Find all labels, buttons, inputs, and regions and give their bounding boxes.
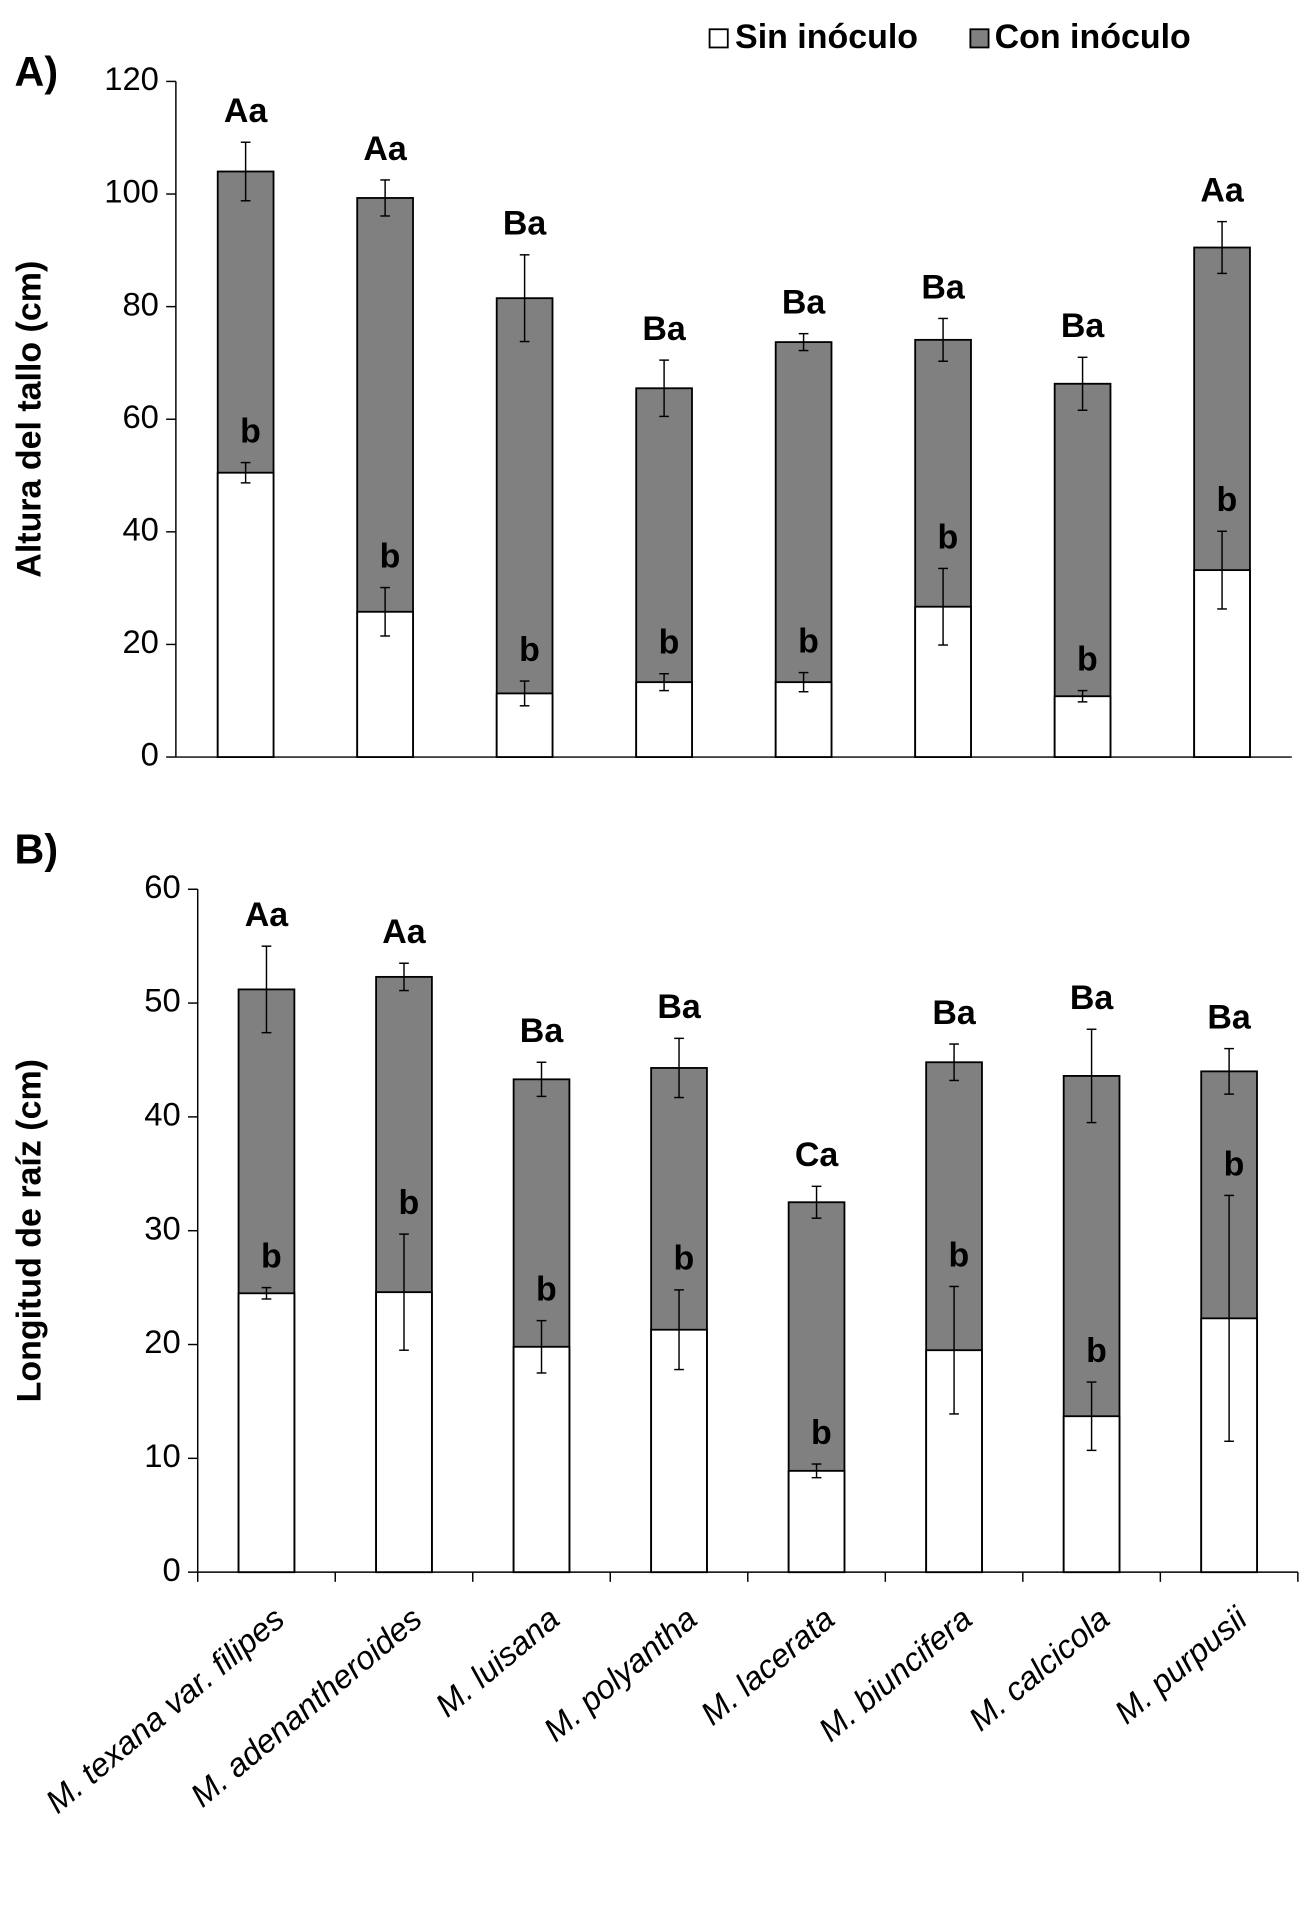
significance-letter: b [536,1270,557,1308]
significance-letter: Ba [520,1012,565,1050]
y-tick-label: 120 [104,60,159,97]
significance-letter: Ba [921,268,966,306]
significance-letter: b [1217,481,1238,519]
y-tick-label: 60 [144,868,180,905]
significance-letter: Ba [1070,979,1115,1017]
x-tick-label: M. purpusii [1107,1598,1255,1730]
legend-swatch [708,28,729,49]
y-tick-label: 50 [144,982,180,1019]
significance-letter: b [1086,1332,1107,1370]
significance-letter: Aa [363,130,408,168]
x-tick-label: M. polyantha [536,1599,703,1748]
significance-letter: b [938,518,959,556]
significance-letter: Ba [642,310,687,348]
significance-letter: Ba [657,988,702,1026]
significance-letter: b [240,412,261,450]
significance-letter: b [811,1414,832,1452]
significance-letter: b [398,1184,419,1222]
significance-letter: b [519,631,540,669]
significance-letter: Ba [1061,307,1106,345]
significance-letter: b [1224,1145,1245,1183]
x-tick-label: M. biuncifera [811,1599,978,1748]
significance-letter: Aa [382,913,427,951]
bar [1053,695,1112,758]
significance-letter: b [674,1240,695,1278]
legend-swatch [969,28,990,49]
y-axis-title: Altura del tallo (cm) [11,261,49,578]
significance-letter: b [798,622,819,660]
y-tick-label: 30 [144,1209,180,1246]
significance-letter: b [380,537,401,575]
significance-letter: Ca [795,1136,840,1174]
legend-label: Con inóculo [995,18,1191,56]
y-axis-title: Longitud de raíz (cm) [11,1059,49,1402]
panel-label: A) [15,49,59,95]
x-tick-label: M. adenantheroides [183,1599,429,1813]
significance-letter: b [949,1236,970,1274]
bar [1193,569,1251,758]
bar [774,681,833,758]
significance-letter: Ba [932,994,977,1032]
bar [787,1469,846,1574]
significance-letter: Ba [1207,998,1252,1036]
bar [512,1345,571,1574]
y-tick-label: 40 [122,510,158,547]
significance-letter: Ba [503,205,548,243]
significance-letter: Aa [245,896,290,934]
y-tick-label: 0 [141,736,159,773]
legend-label: Sin inóculo [735,18,918,56]
bar [237,1292,296,1574]
significance-letter: Ba [782,284,827,322]
significance-letter: Aa [224,92,269,130]
significance-letter: Aa [1200,171,1245,209]
y-tick-label: 60 [122,398,158,435]
x-tick-label: M. calcicola [961,1599,1116,1737]
x-tick-label: M. luisana [428,1599,566,1723]
bar [635,681,693,758]
y-tick-label: 20 [122,623,158,660]
y-tick-label: 20 [144,1323,180,1360]
panel-label: B) [15,827,59,873]
y-tick-label: 10 [144,1437,180,1474]
bar [216,471,275,758]
y-tick-label: 80 [122,285,158,322]
significance-letter: b [1077,640,1098,678]
y-tick-label: 100 [104,173,159,210]
y-tick-label: 0 [163,1551,181,1588]
y-tick-label: 40 [144,1096,180,1133]
significance-letter: b [261,1237,282,1275]
significance-letter: b [659,624,680,662]
x-tick-label: M. texana var. filipes [38,1599,291,1820]
